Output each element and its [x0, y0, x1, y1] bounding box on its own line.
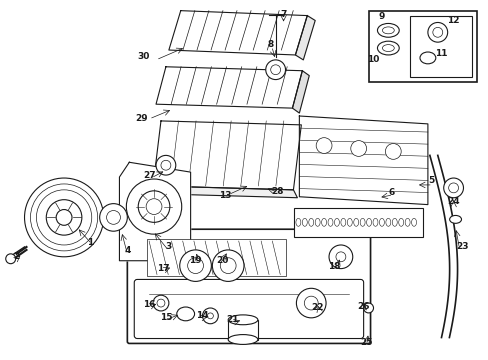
Text: 16: 16	[142, 300, 155, 309]
Polygon shape	[292, 71, 308, 113]
Text: 8: 8	[267, 40, 273, 49]
Text: 4: 4	[124, 246, 130, 255]
Ellipse shape	[377, 23, 398, 37]
Text: 29: 29	[135, 114, 147, 123]
Circle shape	[212, 250, 244, 282]
Text: 14: 14	[196, 311, 208, 320]
Polygon shape	[156, 67, 302, 108]
Ellipse shape	[228, 315, 257, 325]
Text: 5: 5	[428, 176, 434, 185]
Text: 1: 1	[86, 238, 93, 247]
Polygon shape	[153, 121, 301, 190]
Circle shape	[350, 141, 366, 156]
Circle shape	[270, 65, 280, 75]
Text: 23: 23	[455, 242, 468, 251]
Circle shape	[56, 210, 72, 225]
Circle shape	[30, 184, 98, 251]
Circle shape	[157, 299, 164, 307]
Text: 3: 3	[165, 242, 172, 251]
Ellipse shape	[449, 215, 461, 223]
Circle shape	[187, 258, 203, 274]
FancyBboxPatch shape	[127, 229, 370, 343]
Text: 12: 12	[447, 16, 459, 25]
Polygon shape	[119, 162, 190, 261]
Bar	[228, 320, 257, 339]
Circle shape	[24, 178, 103, 257]
Text: 27: 27	[142, 171, 155, 180]
Circle shape	[304, 296, 318, 310]
Ellipse shape	[382, 45, 393, 51]
Circle shape	[106, 211, 120, 224]
Circle shape	[180, 250, 211, 282]
Circle shape	[385, 144, 400, 159]
FancyBboxPatch shape	[134, 279, 363, 338]
Circle shape	[156, 156, 175, 175]
Text: 30: 30	[137, 53, 149, 62]
Circle shape	[146, 199, 162, 215]
Ellipse shape	[377, 41, 398, 55]
Ellipse shape	[177, 307, 194, 321]
Text: 21: 21	[225, 315, 238, 324]
Text: 25: 25	[360, 338, 372, 347]
Polygon shape	[299, 116, 427, 204]
Circle shape	[316, 138, 331, 153]
Circle shape	[296, 288, 325, 318]
Circle shape	[153, 295, 168, 311]
Circle shape	[443, 178, 463, 198]
Polygon shape	[168, 11, 306, 55]
Text: 15: 15	[159, 313, 172, 322]
Ellipse shape	[382, 27, 393, 34]
Circle shape	[36, 190, 92, 245]
Bar	[147, 239, 285, 276]
Text: 26: 26	[357, 302, 369, 311]
Text: 7: 7	[280, 10, 286, 19]
Text: 6: 6	[387, 188, 394, 197]
Circle shape	[432, 27, 442, 37]
Bar	[409, 15, 471, 77]
Text: 11: 11	[435, 49, 447, 58]
Ellipse shape	[228, 334, 257, 345]
Circle shape	[335, 252, 345, 262]
Text: 9: 9	[377, 12, 384, 21]
Text: 10: 10	[366, 55, 379, 64]
Bar	[368, 11, 476, 82]
Ellipse shape	[419, 52, 435, 64]
Text: 19: 19	[189, 256, 202, 265]
Text: 17: 17	[156, 264, 169, 273]
Text: 2: 2	[14, 252, 20, 261]
Circle shape	[207, 313, 213, 319]
Circle shape	[265, 60, 285, 80]
Text: 18: 18	[327, 262, 340, 271]
Polygon shape	[295, 15, 315, 60]
Bar	[294, 208, 422, 237]
Circle shape	[138, 191, 169, 222]
Text: 28: 28	[271, 187, 284, 196]
Text: 22: 22	[310, 303, 323, 312]
Circle shape	[328, 245, 352, 269]
Circle shape	[427, 22, 447, 42]
Circle shape	[161, 160, 170, 170]
Text: 24: 24	[447, 197, 459, 206]
Text: 13: 13	[219, 191, 231, 200]
Circle shape	[126, 179, 182, 234]
Circle shape	[363, 303, 373, 313]
Text: 20: 20	[216, 256, 228, 265]
Circle shape	[202, 308, 218, 324]
Circle shape	[220, 258, 236, 274]
Circle shape	[6, 254, 16, 264]
Circle shape	[46, 200, 81, 235]
Circle shape	[100, 204, 127, 231]
Circle shape	[447, 183, 458, 193]
Polygon shape	[155, 186, 297, 198]
